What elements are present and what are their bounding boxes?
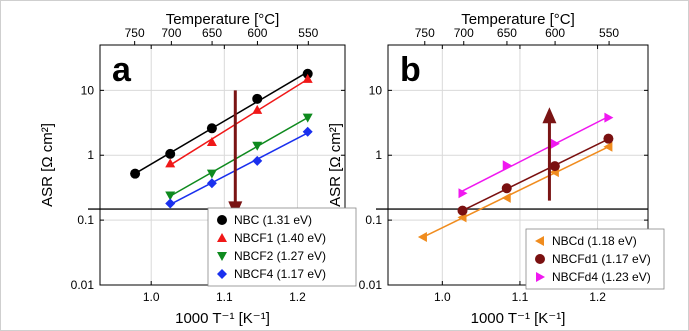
- data-point: [603, 133, 614, 144]
- fit-line-1: [462, 138, 609, 212]
- x-tick-label: 1.2: [289, 290, 306, 304]
- data-point: [165, 158, 176, 168]
- legend-marker: [536, 272, 545, 282]
- top-tick-label: 700: [161, 26, 181, 40]
- top-tick-label: 750: [415, 26, 435, 40]
- legend-marker: [217, 252, 227, 261]
- data-point: [206, 178, 217, 189]
- data-point: [604, 112, 614, 123]
- legend-marker: [217, 269, 227, 279]
- data-point: [252, 155, 263, 166]
- top-tick-label: 550: [298, 26, 318, 40]
- legend-entry: NBCFd1 (1.17 eV): [552, 252, 651, 266]
- x-tick-label: 1.1: [216, 290, 233, 304]
- fit-line-3: [169, 132, 309, 206]
- legend-entry: NBCF4 (1.17 eV): [234, 267, 326, 281]
- x-tick-label: 1.1: [512, 290, 529, 304]
- top-tick-label: 650: [202, 26, 222, 40]
- fit-line-2: [462, 115, 609, 192]
- y-tick-label: 10: [81, 83, 95, 97]
- panel-b: 1.0 1.1 1.2 0.01 0.1 1 10 750 700 650 600 550 1000 T…: [327, 11, 665, 327]
- data-point: [458, 188, 468, 199]
- data-point: [603, 141, 613, 152]
- top-axis-label: Temperature [°C]: [166, 11, 280, 28]
- trend-arrow-head: [542, 107, 557, 124]
- panel-label: a: [112, 51, 132, 89]
- y-tick-label: 0.01: [71, 278, 95, 292]
- fit-line-0: [422, 146, 609, 238]
- legend-marker: [535, 236, 544, 246]
- top-tick-label: 750: [125, 26, 145, 40]
- x-axis-label: 1000 T⁻¹ [K⁻¹]: [471, 310, 566, 327]
- data-point: [501, 183, 512, 194]
- data-point: [206, 169, 217, 179]
- legend-entry: NBCd (1.18 eV): [552, 234, 637, 248]
- data-point: [130, 168, 141, 179]
- data-point: [206, 123, 217, 134]
- data-point: [550, 138, 560, 149]
- top-axis-label: Temperature [°C]: [461, 11, 575, 28]
- data-point: [165, 198, 176, 209]
- legend-entry: NBCFd4 (1.23 eV): [552, 270, 651, 284]
- x-axis-label: 1000 T⁻¹ [K⁻¹]: [175, 310, 270, 327]
- legend-entry: NBCF1 (1.40 eV): [234, 231, 326, 245]
- y-tick-label: 10: [369, 83, 383, 97]
- data-point: [457, 205, 468, 216]
- panel-label: b: [400, 51, 421, 89]
- y-tick-label: 0.1: [365, 213, 382, 227]
- y-tick-label: 1: [375, 148, 382, 162]
- data-point: [417, 231, 427, 242]
- y-tick-label: 0.1: [77, 213, 94, 227]
- data-point: [252, 141, 263, 151]
- data-point: [206, 136, 217, 146]
- data-point: [501, 192, 511, 203]
- y-axis-label: ASR [Ω cm²]: [39, 123, 56, 207]
- legend-marker: [535, 254, 545, 264]
- x-tick-label: 1.0: [434, 290, 451, 304]
- data-point: [252, 104, 263, 114]
- panel-a: 1.0 1.1 1.2 0.01 0.1 1 10 750 700 650 600 550 1000 T…: [39, 11, 357, 327]
- top-tick-label: 600: [545, 26, 565, 40]
- y-tick-label: 0.01: [359, 278, 383, 292]
- fit-line-1: [169, 78, 309, 166]
- fit-line-0: [134, 71, 309, 175]
- legend-marker: [217, 233, 227, 242]
- top-tick-label: 700: [454, 26, 474, 40]
- x-tick-label: 1.2: [589, 290, 606, 304]
- data-point: [302, 73, 313, 83]
- legend-box: [525, 228, 665, 290]
- y-tick-label: 1: [87, 148, 94, 162]
- legend-box: [207, 207, 357, 287]
- data-point: [165, 148, 176, 159]
- plot-frame: [387, 44, 649, 286]
- y-axis-label: ASR [Ω cm²]: [327, 123, 344, 207]
- fit-line-2: [169, 116, 309, 197]
- data-point: [502, 160, 512, 171]
- data-point: [252, 93, 263, 104]
- data-point: [549, 161, 560, 172]
- top-tick-label: 600: [247, 26, 267, 40]
- legend-entry: NBC (1.31 eV): [234, 213, 312, 227]
- data-point: [302, 113, 313, 123]
- top-tick-label: 650: [497, 26, 517, 40]
- legend-marker: [217, 215, 227, 225]
- data-point: [302, 126, 313, 137]
- data-point: [302, 68, 313, 79]
- legend-entry: NBCF2 (1.27 eV): [234, 249, 326, 263]
- top-tick-label: 550: [599, 26, 619, 40]
- x-tick-label: 1.0: [143, 290, 160, 304]
- data-point: [165, 191, 176, 201]
